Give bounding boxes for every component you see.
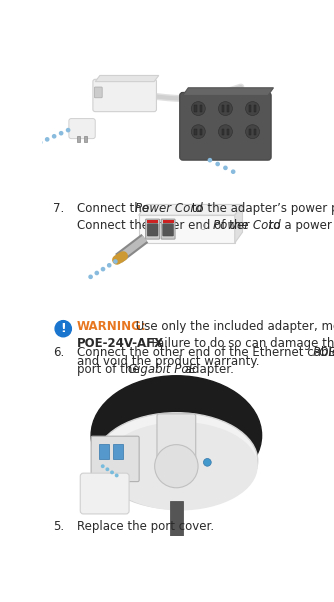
Circle shape bbox=[115, 474, 119, 477]
Circle shape bbox=[66, 128, 70, 132]
Text: POE-24V-AFX: POE-24V-AFX bbox=[77, 337, 164, 350]
Circle shape bbox=[59, 131, 63, 135]
Bar bbox=[200, 129, 202, 135]
Text: 6.: 6. bbox=[53, 346, 65, 359]
Text: . Failure to do so can damage the unit: . Failure to do so can damage the unit bbox=[144, 337, 334, 350]
Bar bbox=[200, 105, 202, 111]
Circle shape bbox=[52, 134, 56, 138]
FancyBboxPatch shape bbox=[147, 224, 158, 236]
Polygon shape bbox=[139, 216, 235, 243]
Circle shape bbox=[223, 166, 228, 170]
Bar bbox=[221, 129, 224, 135]
Text: Connect the other end of the: Connect the other end of the bbox=[77, 219, 252, 232]
FancyBboxPatch shape bbox=[95, 87, 102, 98]
Circle shape bbox=[55, 321, 71, 337]
Text: WARNING:: WARNING: bbox=[77, 320, 146, 334]
Circle shape bbox=[45, 137, 49, 141]
Circle shape bbox=[110, 470, 114, 474]
Circle shape bbox=[218, 102, 232, 116]
Bar bbox=[194, 129, 197, 135]
Bar bbox=[227, 105, 229, 111]
Polygon shape bbox=[95, 75, 159, 82]
Ellipse shape bbox=[103, 422, 258, 510]
Circle shape bbox=[155, 445, 198, 488]
Circle shape bbox=[113, 259, 118, 264]
Bar bbox=[163, 220, 174, 223]
Ellipse shape bbox=[91, 376, 262, 495]
Text: Replace the port cover.: Replace the port cover. bbox=[77, 521, 214, 533]
Polygon shape bbox=[139, 205, 242, 216]
Circle shape bbox=[245, 125, 260, 138]
Text: 5.: 5. bbox=[53, 521, 64, 533]
Bar bbox=[249, 105, 251, 111]
Circle shape bbox=[95, 271, 99, 275]
Ellipse shape bbox=[95, 413, 258, 509]
Circle shape bbox=[101, 464, 105, 468]
Polygon shape bbox=[235, 205, 242, 243]
FancyBboxPatch shape bbox=[93, 79, 156, 111]
Circle shape bbox=[215, 162, 220, 166]
FancyBboxPatch shape bbox=[161, 219, 175, 239]
Text: 7.: 7. bbox=[53, 202, 65, 215]
Text: Power Cord: Power Cord bbox=[135, 202, 203, 215]
Circle shape bbox=[245, 102, 260, 116]
Text: to a power outlet.: to a power outlet. bbox=[265, 219, 334, 232]
Circle shape bbox=[208, 158, 212, 163]
Circle shape bbox=[191, 125, 205, 138]
Bar bbox=[113, 444, 123, 459]
Bar bbox=[76, 136, 80, 143]
Circle shape bbox=[191, 102, 205, 116]
Bar bbox=[99, 444, 109, 459]
Text: port of the: port of the bbox=[77, 363, 143, 376]
FancyBboxPatch shape bbox=[157, 414, 196, 465]
Bar bbox=[221, 105, 224, 111]
FancyBboxPatch shape bbox=[91, 436, 139, 482]
Text: Connect the: Connect the bbox=[77, 202, 152, 215]
Circle shape bbox=[218, 125, 232, 138]
Bar bbox=[170, 501, 183, 543]
Text: Gigabit PoE: Gigabit PoE bbox=[128, 363, 196, 376]
Bar bbox=[84, 136, 87, 143]
FancyBboxPatch shape bbox=[163, 224, 174, 236]
FancyBboxPatch shape bbox=[80, 473, 129, 514]
Text: Power Cord: Power Cord bbox=[213, 219, 280, 232]
FancyBboxPatch shape bbox=[69, 119, 95, 138]
Text: !: ! bbox=[60, 322, 66, 335]
Text: U: U bbox=[199, 223, 205, 232]
Bar bbox=[227, 129, 229, 135]
Bar bbox=[194, 105, 197, 111]
FancyBboxPatch shape bbox=[180, 92, 271, 160]
Circle shape bbox=[38, 140, 42, 144]
Circle shape bbox=[106, 467, 109, 471]
Polygon shape bbox=[183, 88, 274, 96]
Circle shape bbox=[203, 459, 211, 466]
Text: adapter.: adapter. bbox=[181, 363, 234, 376]
Bar bbox=[254, 129, 257, 135]
Circle shape bbox=[107, 263, 112, 268]
Bar bbox=[254, 105, 257, 111]
Circle shape bbox=[88, 275, 93, 279]
Text: to the adapter’s power port.: to the adapter’s power port. bbox=[188, 202, 334, 215]
Text: Connect the other end of the Ethernet cable to the: Connect the other end of the Ethernet ca… bbox=[77, 346, 334, 359]
Bar bbox=[147, 220, 158, 223]
Text: and void the product warranty.: and void the product warranty. bbox=[77, 355, 259, 368]
Bar bbox=[249, 129, 251, 135]
Circle shape bbox=[231, 169, 235, 174]
FancyBboxPatch shape bbox=[146, 219, 160, 239]
Text: POE: POE bbox=[313, 346, 334, 359]
Circle shape bbox=[101, 267, 105, 272]
Text: Use only the included adapter, model: Use only the included adapter, model bbox=[132, 320, 334, 334]
